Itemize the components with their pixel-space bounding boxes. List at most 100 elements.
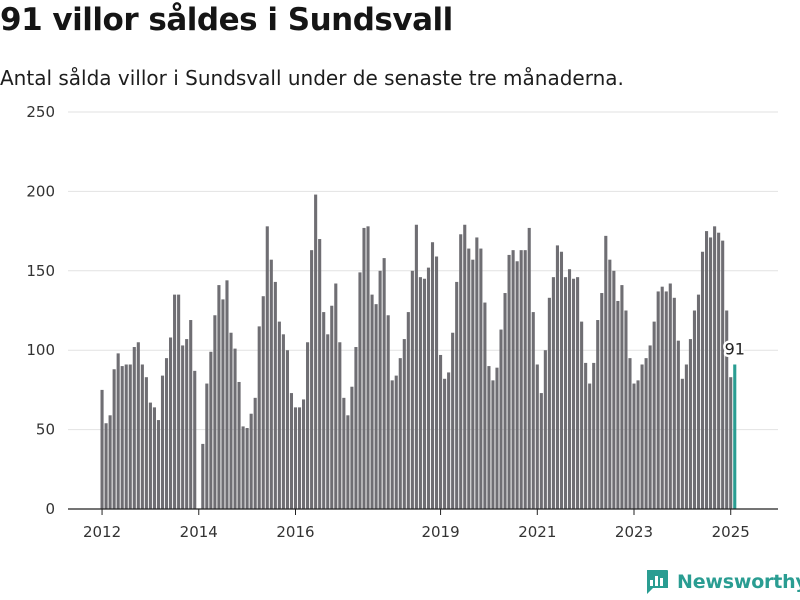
bar: [692, 310, 697, 509]
bar: [156, 420, 161, 509]
bar: [394, 375, 398, 509]
bar: [116, 353, 120, 509]
bar: [229, 332, 233, 509]
bar: [684, 364, 688, 509]
bar: [148, 402, 152, 509]
bar: [547, 297, 551, 509]
bar: [390, 380, 394, 509]
bar: [535, 364, 539, 509]
value-label-halo: 91: [725, 339, 745, 358]
bar: [551, 277, 555, 509]
bar: [370, 294, 374, 509]
bar: [297, 407, 302, 509]
bar: [592, 362, 596, 509]
bar: [539, 393, 543, 509]
bar: [511, 250, 515, 509]
bar: [672, 297, 676, 509]
bar: [729, 377, 733, 509]
bar: [273, 281, 277, 509]
y-tick-label: 100: [26, 341, 55, 359]
bar: [624, 310, 628, 509]
bar: [443, 378, 447, 509]
bar: [249, 413, 253, 509]
bar: [213, 315, 217, 509]
bar: [414, 224, 418, 510]
bar: [680, 378, 684, 509]
bar: [209, 351, 213, 509]
brand-name: Newsworthy: [677, 571, 800, 593]
newsworthy-brand[interactable]: Newsworthy: [645, 569, 800, 595]
bar: [567, 269, 572, 509]
bar: [318, 239, 322, 510]
bar: [233, 348, 237, 509]
chart-subtitle: Antal sålda villor i Sundsvall under de …: [0, 66, 624, 90]
bar: [334, 283, 338, 509]
bar: [555, 245, 559, 509]
bar: [201, 443, 205, 509]
bar: [580, 321, 584, 509]
bar: [636, 380, 640, 509]
bar: [362, 227, 366, 509]
bar: [366, 226, 370, 509]
bar: [515, 261, 519, 509]
bar: [725, 310, 729, 509]
bar: [495, 367, 499, 509]
bar: [430, 242, 435, 509]
bar: [402, 339, 406, 509]
bar: [350, 386, 354, 509]
bar: [173, 294, 177, 509]
bar: [503, 293, 507, 509]
bar: [576, 277, 580, 509]
bar: [543, 350, 547, 509]
bar: [499, 329, 503, 509]
bar: [285, 350, 289, 509]
x-tick-label: 2019: [421, 523, 459, 541]
bar: [410, 270, 414, 509]
bar: [676, 340, 680, 509]
bar: [519, 250, 523, 509]
bar: [491, 380, 495, 509]
bar: [471, 259, 475, 509]
bar: [688, 339, 692, 509]
bar: [112, 369, 116, 509]
bar: [608, 259, 612, 509]
bar: [475, 237, 479, 509]
bar: [330, 305, 334, 509]
bar: [459, 234, 463, 509]
bar: [124, 364, 128, 509]
bar: [483, 302, 487, 509]
bar: [386, 315, 390, 509]
bar: [277, 321, 281, 509]
bar: [656, 291, 660, 509]
x-tick-label: 2016: [276, 523, 314, 541]
bar: [108, 415, 112, 509]
bar: [306, 342, 310, 509]
bar: [455, 281, 459, 509]
bar: [668, 283, 672, 509]
bar: [265, 226, 269, 509]
bar: [322, 312, 326, 509]
bar: [164, 358, 169, 509]
bar: [100, 389, 104, 509]
y-tick-label: 0: [45, 500, 55, 518]
bar: [160, 375, 165, 509]
newsworthy-logo-icon: [647, 570, 668, 594]
bar: [193, 370, 197, 509]
bar: [221, 299, 225, 509]
bar: [237, 381, 241, 509]
bar: [128, 364, 132, 509]
x-tick-label: 2014: [180, 523, 218, 541]
bar: [721, 240, 725, 510]
bar: [378, 270, 382, 509]
bar: [140, 364, 144, 509]
bar: [120, 366, 124, 509]
bar: [293, 407, 298, 509]
bar: [217, 285, 221, 509]
bar: [382, 258, 386, 509]
value-label: 91: [725, 339, 745, 358]
bar: [467, 248, 471, 509]
y-tick-label: 200: [26, 182, 55, 200]
highlight-bar: [733, 364, 737, 509]
bar: [426, 267, 431, 509]
x-tick-label: 2025: [712, 523, 750, 541]
